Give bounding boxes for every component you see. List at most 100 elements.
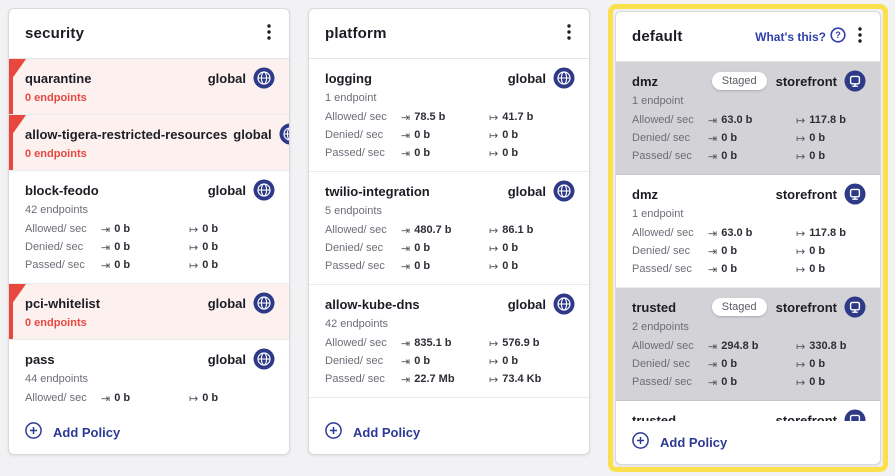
policy-card[interactable]: dmz Staged storefront 1 endpoint Allowed/ se… (616, 62, 880, 175)
stat-outbound: ↦0 b (189, 259, 218, 272)
policy-card[interactable]: pci-whitelist global 0 endpoints (9, 284, 289, 340)
endpoint-count: 0 endpoints (25, 92, 87, 104)
monitor-icon (844, 70, 866, 92)
policy-card-title-row: quarantine global (25, 67, 275, 89)
stat-label: Passed/ sec (325, 373, 385, 385)
policy-card-title-row: block-feodo global (25, 179, 275, 201)
policy-name: dmz (632, 73, 658, 89)
stat-outbound-value: 0 b (809, 358, 826, 370)
outbound-arrow-icon: ↦ (489, 128, 499, 142)
stat-inbound-value: 835.1 b (414, 337, 452, 349)
policy-card[interactable]: twilio-integration global 5 endpoints Allow… (309, 172, 589, 285)
policy-column-security: security quarantine global 0 endpoints allow… (8, 8, 290, 455)
stat-inbound-value: 0 b (414, 242, 431, 254)
policy-card[interactable]: allow-kube-dns global 42 endpoints Allowed/… (309, 285, 589, 398)
outbound-arrow-icon: ↦ (189, 391, 199, 405)
outbound-arrow-icon: ↦ (489, 336, 499, 350)
stat-inbound-value: 0 b (721, 358, 738, 370)
stat-inbound: ⇥0 b (101, 223, 189, 236)
stat-outbound: ↦ 73.4 Kb (489, 373, 541, 386)
stat-outbound: ↦0 b (796, 245, 825, 258)
policy-card-title-row: pci-whitelist global (25, 292, 275, 314)
inbound-arrow-icon: ⇥ (101, 240, 111, 254)
inbound-arrow-icon: ⇥ (401, 336, 411, 350)
inbound-arrow-icon: ⇥ (101, 410, 110, 412)
monitor-icon (844, 296, 866, 318)
policy-card[interactable]: allow-tigera-restricted-resources global 0… (9, 115, 289, 171)
stat-outbound-value: 0 b (502, 147, 519, 159)
endpoint-count: 5 endpoints (325, 205, 382, 217)
stat-row: Allowed/ sec ⇥ 78.5 b ↦ 41.7 b (325, 108, 575, 126)
stat-outbound: ↦0 b (489, 147, 518, 160)
policy-card[interactable]: pass global 44 endpoints Allowed/ sec ⇥ 0 b ↦ 0… (9, 340, 289, 411)
stat-label: Allowed/ sec (325, 337, 387, 349)
endpoint-count: 42 endpoints (325, 318, 388, 330)
stat-inbound: ⇥ 480.7 b (401, 224, 489, 237)
stat-outbound: ↦0 b (489, 129, 518, 142)
stat-inbound-value: 0 b (414, 355, 431, 367)
stat-outbound: ↦ 86.1 b (489, 224, 533, 237)
add-policy-button[interactable]: Add Policy (9, 411, 289, 454)
policy-name: allow-kube-dns (325, 296, 420, 312)
policy-name: block-feodo (25, 182, 99, 198)
stat-outbound-value: 0 b (202, 259, 219, 271)
policy-card[interactable]: quarantine global 0 endpoints (9, 59, 289, 115)
stat-label: Allowed/ sec (325, 224, 387, 236)
stat-outbound-value: 0 b (502, 242, 519, 254)
stat-outbound: ↦0 b (796, 263, 825, 276)
stat-outbound: ↦0 b (796, 376, 825, 389)
globe-icon (253, 348, 275, 370)
column-menu-button[interactable] (263, 22, 275, 45)
add-policy-button[interactable]: Add Policy (616, 421, 880, 464)
endpoint-count: 0 endpoints (25, 148, 87, 160)
outbound-arrow-icon: ↦ (489, 354, 499, 368)
stat-outbound: ↦0 b (489, 355, 518, 368)
stat-inbound-value: 0 b (721, 245, 738, 257)
stat-inbound-value: 0 b (414, 147, 431, 159)
stat-outbound: ↦ 117.8 b (796, 114, 846, 127)
stat-label: Denied/ sec (325, 242, 384, 254)
inbound-arrow-icon: ⇥ (401, 110, 411, 124)
whats-this-label: What's this? (755, 29, 826, 44)
column-menu-button[interactable] (563, 22, 575, 45)
stat-label: Denied/ sec (325, 129, 384, 141)
scope-label: global (233, 126, 272, 142)
column-menu-button[interactable] (854, 25, 866, 48)
stat-row: Allowed/ sec ⇥ 294.8 b ↦ 330.8 b (632, 337, 866, 355)
policy-card[interactable]: block-feodo global 42 endpoints Allowed/ se… (9, 171, 289, 284)
inbound-arrow-icon: ⇥ (708, 244, 718, 258)
stat-inbound-value: 0 b (114, 392, 131, 404)
outbound-arrow-icon: ↦ (796, 131, 806, 145)
traffic-stats: Allowed/ sec ⇥ 835.1 b ↦ 576.9 b Denied/ sec ⇥… (325, 334, 575, 388)
policy-card-title-row: allow-tigera-restricted-resources global (25, 123, 289, 145)
stat-inbound-value: 78.5 b (414, 111, 446, 123)
help-icon: ? (830, 27, 846, 46)
policy-name: pass (25, 351, 55, 367)
add-policy-button[interactable]: Add Policy (309, 411, 589, 454)
stat-inbound: ⇥0 b (708, 245, 796, 258)
policy-name: pci-whitelist (25, 295, 101, 311)
stat-inbound-value: 63.0 b (721, 114, 753, 126)
column-header: security (9, 9, 289, 59)
stat-inbound-value: 0 b (114, 223, 131, 235)
inbound-arrow-icon: ⇥ (401, 128, 411, 142)
policy-card[interactable]: trusted storefront (616, 401, 880, 421)
policy-card[interactable]: logging global 1 endpoint Allowed/ sec ⇥ 78.5… (309, 59, 589, 172)
inbound-arrow-icon: ⇥ (708, 149, 718, 163)
stat-outbound-value: 0 b (809, 132, 826, 144)
outbound-arrow-icon: ↦ (489, 241, 499, 255)
policy-card[interactable]: trusted Staged storefront 2 endpoints Allowe… (616, 288, 880, 401)
outbound-arrow-icon: ↦ (796, 113, 806, 127)
stat-label: Allowed/ sec (632, 227, 694, 239)
scope-label: global (507, 296, 546, 312)
outbound-arrow-icon: ↦ (796, 244, 806, 258)
stat-outbound: ↦0 b (796, 358, 825, 371)
inbound-arrow-icon: ⇥ (401, 372, 411, 386)
policy-card-title-row: dmz storefront (632, 183, 866, 205)
policy-card[interactable]: dmz storefront 1 endpoint Allowed/ sec ⇥ 63.0… (616, 175, 880, 288)
stat-inbound: ⇥ 294.8 b (708, 340, 796, 353)
stat-row: Allowed/ sec ⇥ 480.7 b ↦ 86.1 b (325, 221, 575, 239)
whats-this-link[interactable]: What's this?? (755, 27, 846, 46)
